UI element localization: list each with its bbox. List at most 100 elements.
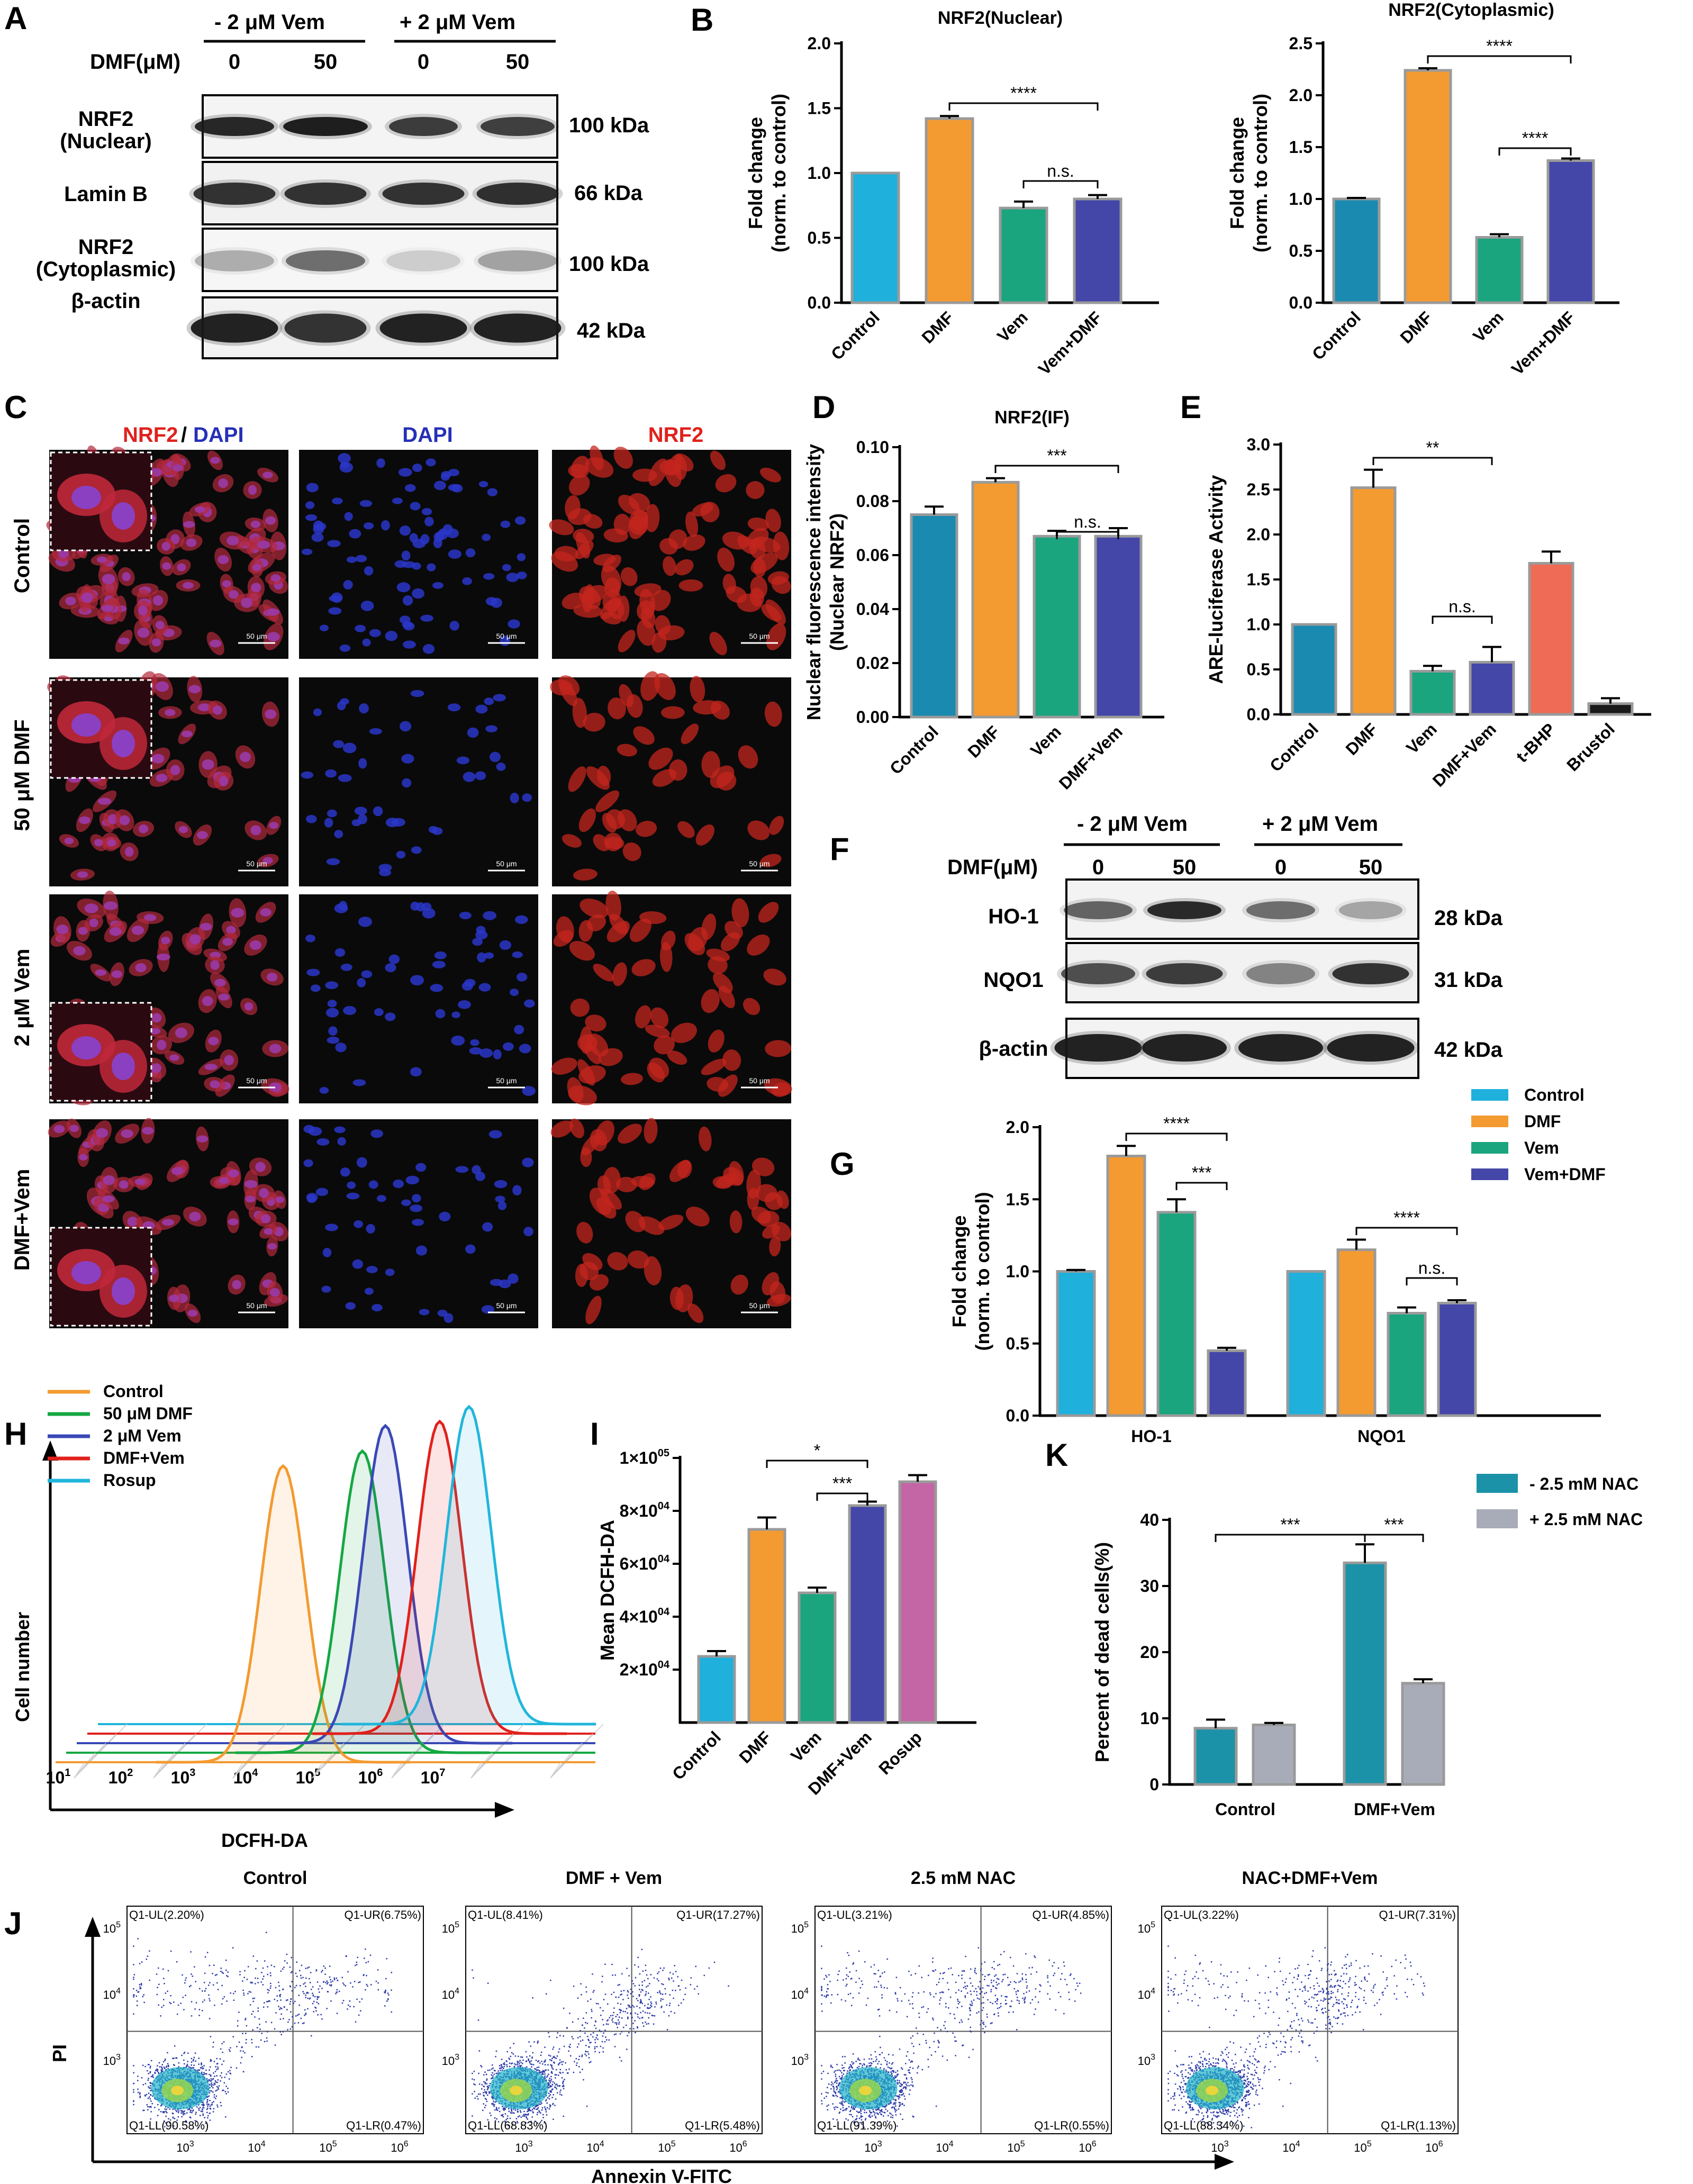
- scale-bar-label: 50 μm: [496, 1076, 517, 1085]
- blot-a-row3-label: NRF2: [78, 235, 133, 259]
- significance-label: n.s.: [1418, 1258, 1446, 1277]
- significance-label: ****: [1010, 84, 1037, 103]
- svg-text:104: 104: [1282, 2140, 1300, 2154]
- chart-nrf2-if: NRF2(IF) 0.00 0.02 0.04 0.06 0.08 0.10 Nuclear …: [803, 407, 1164, 793]
- significance-label: n.s.: [1448, 597, 1476, 616]
- y-tick-label: 4×1004: [620, 1606, 670, 1626]
- panel-label-j: J: [4, 1906, 22, 1941]
- blot-band: [1246, 963, 1315, 984]
- quadrant-ul: Q1-UL(3.21%): [817, 1908, 892, 1922]
- blot-a-dose-4: 50: [506, 50, 530, 74]
- micrograph: 50 μm: [299, 450, 538, 659]
- blot-band: [1054, 1034, 1142, 1062]
- micrograph: 50 μm: [48, 891, 289, 1105]
- scale-bar-label: 50 μm: [496, 632, 517, 640]
- chart-flow-histogram: Cell number DCFH-DA 101 102 103 104 105 106 107 C…: [12, 1382, 604, 1851]
- group-label: NQO1: [1357, 1427, 1406, 1446]
- scale-bar-label: 50 μm: [749, 632, 769, 640]
- bar: [850, 171, 900, 304]
- y-axis-label: Percent of dead cells(%): [1091, 1542, 1113, 1762]
- y-tick-label: 0.0: [1006, 1406, 1029, 1425]
- legend-label: Control: [103, 1382, 164, 1401]
- chart-mean-dcfh: 2×1004 4×1004 6×1004 8×1004 1×1005 Mean DCFH-…: [596, 1441, 976, 1799]
- significance-label: n.s.: [1047, 161, 1074, 180]
- blot-a-dose-1: 0: [229, 50, 240, 74]
- category-label: DMF: [1342, 719, 1381, 758]
- histogram-curve: [312, 1419, 567, 1735]
- blot-a-row1-sub: (Nuclear): [60, 130, 151, 153]
- category-label: Vem: [1402, 719, 1441, 757]
- bar: [1343, 1561, 1387, 1786]
- blot-band: [1061, 963, 1135, 984]
- significance-label: ****: [1486, 37, 1513, 56]
- significance-label: ***: [1384, 1515, 1404, 1534]
- blot-a-row3-sub: (Cytoplasmic): [36, 258, 176, 281]
- svg-text:104: 104: [586, 2140, 604, 2154]
- scale-bar-label: 50 μm: [246, 1076, 267, 1085]
- legend-swatch: [1471, 1116, 1508, 1127]
- y-axis-label: Mean DCFH-DA: [596, 1520, 618, 1661]
- micro-col3-nrf2: NRF2: [648, 423, 703, 447]
- blot-a-row4-kda: 42 kDa: [577, 319, 646, 342]
- y-tick-label: 40: [1140, 1510, 1159, 1529]
- category-label: DMF: [1396, 307, 1435, 347]
- quadrant-ul: Q1-UL(8.41%): [468, 1908, 543, 1922]
- blot-band: [193, 183, 276, 205]
- panel-label-d: D: [812, 389, 835, 425]
- bar: [1056, 1270, 1096, 1417]
- y-tick-label: 0.02: [856, 654, 889, 673]
- svg-text:106: 106: [391, 2140, 408, 2154]
- x-tick-label: 106: [358, 1767, 383, 1787]
- blot-f-dose-1: 0: [1092, 856, 1104, 879]
- micro-row-dmfvem: DMF+Vem: [11, 1169, 34, 1271]
- legend-swatch: [1471, 1142, 1508, 1154]
- group-label: HO-1: [1131, 1427, 1171, 1446]
- bar: [910, 513, 958, 719]
- svg-text:104: 104: [442, 1987, 459, 2001]
- svg-text:105: 105: [658, 2140, 675, 2154]
- y-axis-label: (norm. to control): [768, 94, 790, 252]
- category-label: Vem: [787, 1727, 825, 1765]
- panel-a: A - 2 μM Vem + 2 μM Vem DMF(μM) 0 50 0 5…: [4, 1, 649, 359]
- micrograph: 50 μm: [48, 1118, 288, 1328]
- significance-label: ****: [1522, 129, 1549, 148]
- bar: [697, 1655, 736, 1724]
- legend-label: 50 μM DMF: [103, 1404, 193, 1423]
- bar: [1106, 1155, 1146, 1417]
- bar: [1252, 1724, 1296, 1786]
- bar: [898, 1480, 937, 1724]
- y-tick-label: 30: [1140, 1576, 1159, 1596]
- x-tick-label: 105: [296, 1767, 321, 1787]
- histogram-curve: [342, 1404, 596, 1726]
- blot-f-row3-kda: 42 kDa: [1434, 1038, 1503, 1062]
- svg-text:104: 104: [936, 2140, 953, 2154]
- quadrant-ll: Q1-LL(90.58%): [129, 2119, 209, 2132]
- bar: [848, 1504, 887, 1724]
- chart-title: NRF2(IF): [994, 407, 1070, 428]
- blot-band: [1147, 901, 1221, 919]
- svg-text:105: 105: [103, 1920, 121, 1935]
- blot-a-dose-3: 0: [418, 50, 429, 74]
- y-tick-label: 0.0: [1247, 705, 1270, 724]
- micro-row-vem: 2 μM Vem: [11, 949, 34, 1047]
- y-tick-label: 1.5: [1247, 570, 1270, 589]
- category-label: Vem: [1027, 722, 1065, 760]
- legend-label: 2 μM Vem: [103, 1426, 182, 1445]
- y-tick-label: 2.5: [1289, 34, 1312, 53]
- y-tick-label: 2.0: [1289, 86, 1312, 105]
- panel-label-e: E: [1180, 389, 1201, 425]
- y-tick-label: 2.0: [1247, 525, 1270, 544]
- bar: [971, 481, 1020, 719]
- blot-a-group-1: - 2 μM Vem: [214, 11, 325, 34]
- bar: [1207, 1349, 1247, 1417]
- svg-text:103: 103: [791, 2053, 809, 2068]
- y-tick-label: 0: [1149, 1775, 1159, 1794]
- y-tick-label: 1.5: [808, 99, 831, 118]
- y-axis-label: (norm. to control): [1250, 94, 1271, 252]
- panel-label-i: I: [590, 1416, 599, 1452]
- x-tick-label: 101: [46, 1767, 71, 1787]
- scale-bar-label: 50 μm: [749, 1076, 769, 1085]
- category-label: Brustol: [1563, 719, 1618, 775]
- panel-f: F - 2 μM Vem + 2 μM Vem DMF(μM) 0 50 0 5…: [830, 812, 1503, 1079]
- blot-f-dmf-label: DMF(μM): [947, 856, 1038, 879]
